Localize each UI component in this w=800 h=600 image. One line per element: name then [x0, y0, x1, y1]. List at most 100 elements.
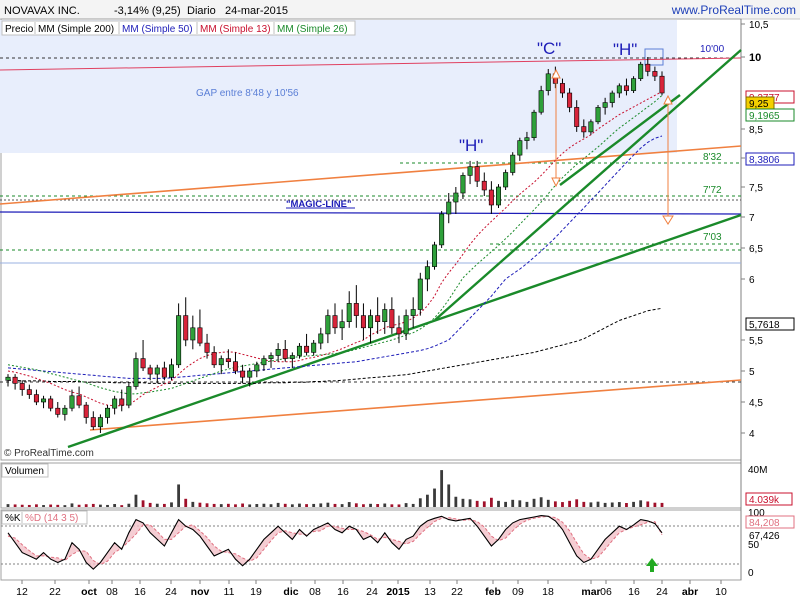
candle-body — [510, 154, 516, 173]
candle-body — [495, 186, 501, 206]
x-tick-label: 24 — [656, 586, 668, 598]
volume-bar — [589, 502, 593, 507]
x-tick-label: 16 — [337, 586, 349, 598]
candle-body — [424, 266, 430, 280]
x-tick-label: mar — [581, 586, 600, 598]
orange-trend-lower — [89, 379, 742, 431]
candle-body — [368, 315, 374, 329]
candle-body — [524, 137, 530, 141]
volume-bar — [84, 504, 88, 507]
volume-bar — [532, 498, 536, 507]
stoch-k-value: 67,426 — [749, 531, 780, 542]
label-h-mid: "H" — [459, 136, 483, 155]
volume-bar — [426, 494, 429, 507]
date-axis: 12 22 oct 08 16 24 nov 11 19 dic 08 16 24 2015 13 22 feb… — [16, 580, 727, 598]
candle-body — [396, 327, 402, 335]
volume-bar — [42, 505, 45, 507]
arrow-c-head-top — [551, 68, 561, 79]
candle-body — [211, 352, 217, 366]
candle-body — [304, 345, 310, 353]
volume-bar — [312, 503, 316, 507]
candle-body — [133, 358, 139, 387]
legend-sma26[interactable]: MM (Simple 26) — [277, 24, 348, 35]
candle-body — [481, 180, 487, 191]
volume-bar — [248, 504, 252, 507]
candle-body — [602, 102, 608, 108]
y-tick-label: 7,5 — [749, 183, 763, 194]
y-tick-label: 6 — [749, 275, 755, 286]
legend-box — [1, 20, 356, 36]
legend-sma50[interactable]: MM (Simple 50) — [122, 24, 193, 35]
candle-body — [588, 121, 594, 133]
x-tick-label: 24 — [165, 586, 177, 598]
x-tick-label: 11 — [224, 586, 235, 598]
volume-bar — [433, 488, 436, 507]
volume-bar — [525, 501, 529, 507]
y-tick-label: 10 — [749, 52, 761, 64]
volume-bar — [440, 470, 444, 507]
title-bar — [0, 0, 800, 19]
volume-bar — [340, 504, 344, 507]
level-label-832: 8'32 — [703, 152, 722, 163]
volume-bar — [497, 500, 500, 507]
candle-body — [339, 321, 345, 329]
volume-bar — [56, 504, 60, 507]
site-label[interactable]: www.ProRealTime.com — [671, 3, 796, 17]
volume-bar — [276, 502, 280, 507]
y-tick-label: 5,5 — [749, 336, 763, 347]
candle-body — [12, 376, 18, 384]
legend-price[interactable]: Precio — [5, 24, 34, 35]
candle-body — [232, 361, 238, 372]
x-tick-label: 10 — [715, 586, 727, 598]
volume-bar — [603, 502, 607, 507]
legend-sma200[interactable]: MM (Simple 200) — [38, 24, 114, 35]
volume-bar — [383, 503, 387, 507]
volume-bar — [106, 504, 109, 507]
volume-bar — [120, 505, 124, 507]
candle-body — [460, 175, 466, 194]
sma50-tag — [745, 152, 795, 166]
gap-annotation: GAP entre 8'48 y 10'56 — [196, 88, 299, 99]
volume-bar — [305, 504, 308, 507]
top-box — [644, 48, 664, 66]
candle-body — [76, 395, 82, 406]
candle-body — [41, 398, 47, 403]
x-tick-label: nov — [191, 586, 210, 598]
candle-body — [559, 83, 565, 94]
volume-bar — [568, 500, 571, 507]
volume-bar — [205, 503, 209, 507]
volume-bar — [212, 503, 216, 507]
x-tick-label: feb — [485, 586, 501, 598]
arrow-h-head-bottom — [662, 215, 674, 225]
last-price-text: 9,25 — [749, 99, 769, 110]
stoch-d-line — [7, 515, 663, 566]
volume-last: 4.039k — [749, 495, 780, 506]
sma26-tag-text: 9,1965 — [749, 111, 780, 122]
date-label: 24-mar-2015 — [225, 5, 288, 17]
volume-bar — [369, 503, 372, 507]
volume-bar — [77, 504, 81, 507]
candle-body — [48, 398, 54, 409]
legend-sma13[interactable]: MM (Simple 13) — [200, 24, 271, 35]
candle-body — [609, 92, 615, 103]
candle-body — [638, 63, 644, 79]
candle-body — [488, 189, 494, 206]
level-label-1000: 10'00 — [700, 44, 725, 55]
candle-body — [389, 309, 395, 329]
candle-body — [567, 92, 573, 108]
x-tick-label: 22 — [451, 586, 463, 598]
candle-body — [225, 358, 231, 363]
volume-bar — [489, 497, 493, 507]
volume-bar — [148, 502, 152, 507]
y-tick-label: 8,5 — [749, 125, 763, 136]
candle-body — [403, 315, 409, 335]
volume-bar — [454, 496, 458, 507]
volume-bar — [390, 504, 394, 507]
x-tick-label: oct — [81, 586, 97, 598]
stoch-d-tag — [745, 515, 795, 529]
y-tick-label: 4 — [749, 429, 755, 440]
candle-body — [531, 111, 537, 138]
volume-scale: 40M — [748, 465, 767, 476]
